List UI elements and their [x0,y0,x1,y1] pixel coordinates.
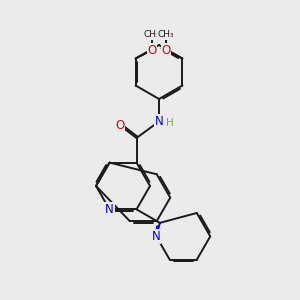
Text: O: O [148,44,157,57]
Text: N: N [105,203,114,216]
Text: CH₃: CH₃ [158,30,174,39]
Text: H: H [166,118,173,128]
Text: CH₃: CH₃ [144,30,160,39]
Text: N: N [154,115,164,128]
Text: O: O [161,44,170,57]
Text: N: N [152,230,161,243]
Text: O: O [116,119,124,132]
